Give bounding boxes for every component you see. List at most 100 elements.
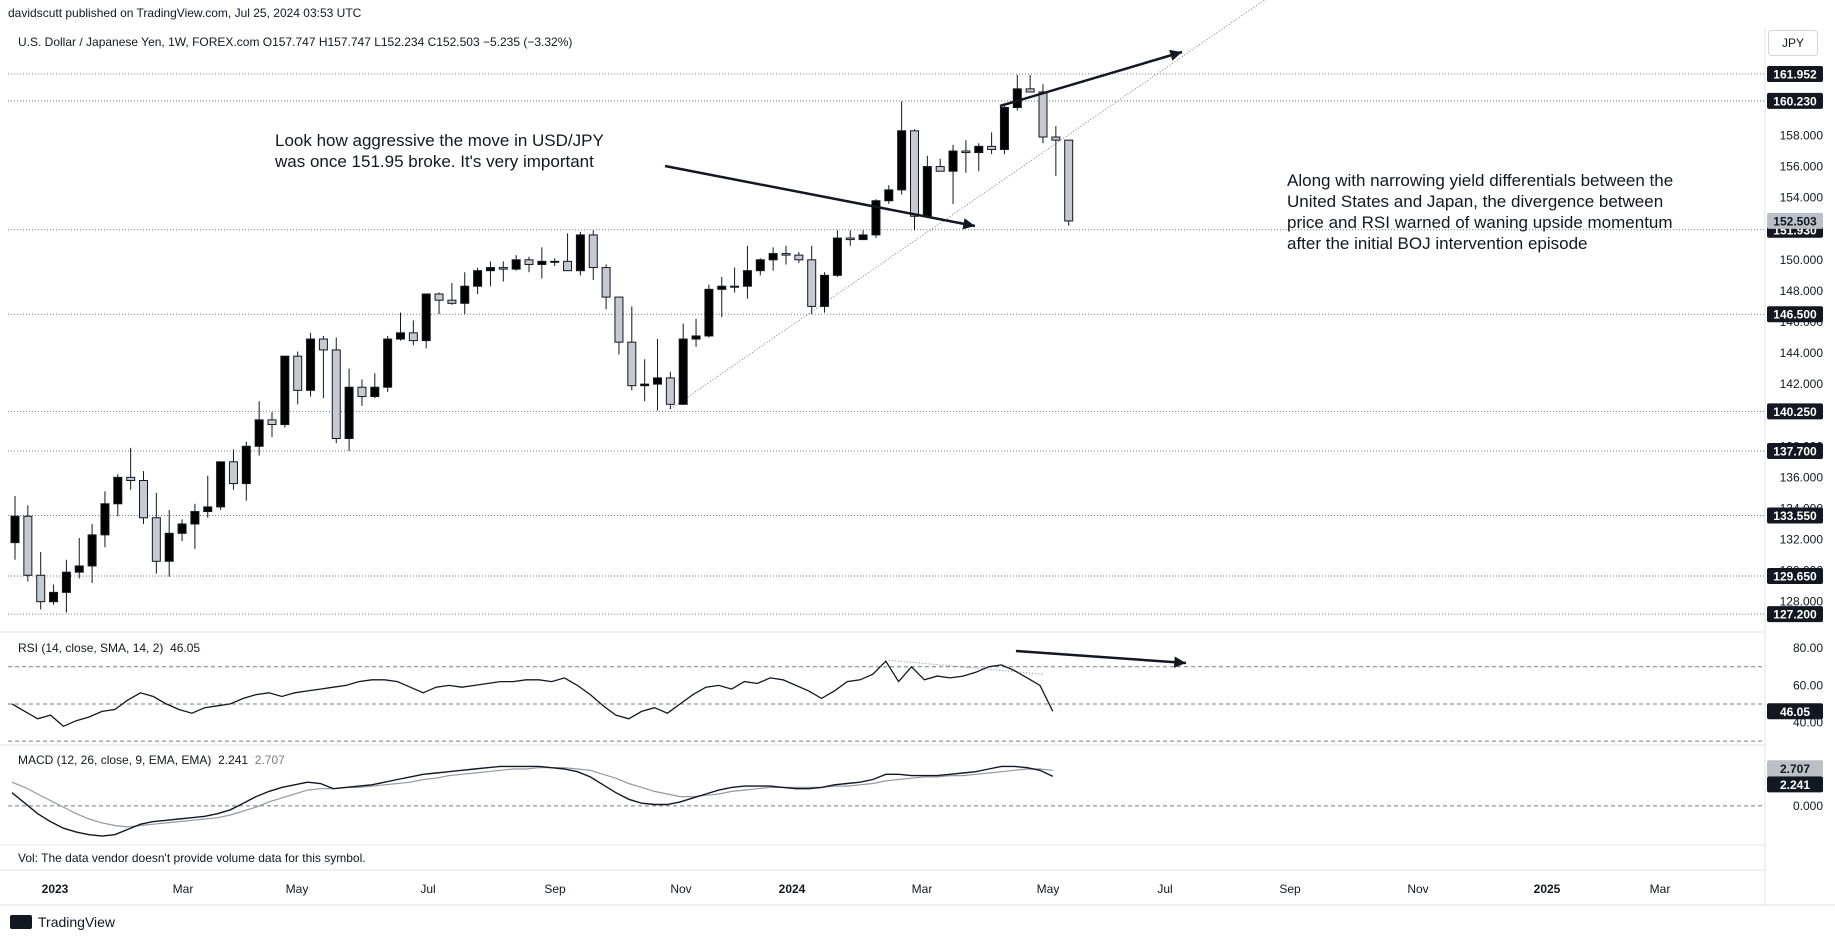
- time-tick-label: 2025: [1534, 882, 1561, 896]
- candle-up: [421, 293, 431, 342]
- price-tick-label: 144.000: [1780, 346, 1824, 360]
- candle-down: [563, 260, 573, 272]
- macd-value: 2.241: [218, 753, 249, 767]
- candle-up: [254, 419, 264, 447]
- time-tick-label: Mar: [912, 882, 933, 896]
- candle-down: [794, 254, 804, 261]
- rsi-value-badge: 46.05: [1780, 705, 1810, 719]
- candle-up: [871, 200, 881, 236]
- level-badge: 129.650: [1773, 570, 1817, 584]
- macd-signal-badge: 2.707: [1780, 762, 1810, 776]
- price-tick-label: 148.000: [1780, 284, 1824, 298]
- candle-up: [113, 476, 123, 505]
- macd-value-badge-bg: [1767, 776, 1823, 793]
- candle-up: [832, 237, 842, 276]
- candle-up: [999, 107, 1009, 150]
- rsi-tick-label: 60.00: [1793, 678, 1823, 692]
- level-badge-bg: [1767, 403, 1823, 420]
- level-badge-bg: [1767, 568, 1823, 585]
- level-badge: 127.200: [1773, 608, 1817, 622]
- volume-note: Vol: The data vendor doesn't provide vol…: [18, 851, 366, 865]
- candle-up: [755, 259, 765, 272]
- candle-up: [1012, 88, 1022, 108]
- left-annotation-line: Look how aggressive the move in USD/JPY: [275, 131, 604, 150]
- candle-up: [485, 267, 495, 272]
- candle-down: [293, 355, 303, 391]
- candle-up: [190, 511, 200, 525]
- last-price-badge: 152.503: [1773, 214, 1817, 228]
- price-tick-label: 158.000: [1780, 128, 1824, 142]
- candle-up: [370, 386, 380, 398]
- rsi-line: [11, 660, 1054, 728]
- price-tick-label: 132.000: [1780, 533, 1824, 547]
- time-tick-label: Jul: [1157, 882, 1172, 896]
- time-tick-label: Sep: [1279, 882, 1301, 896]
- candle-up: [575, 234, 585, 272]
- level-badge: 140.250: [1773, 405, 1817, 419]
- right-annotation: Along with narrowing yield differentials…: [1287, 170, 1673, 254]
- right-annotation-line: United States and Japan, the divergence …: [1287, 192, 1664, 211]
- currency-button[interactable]: JPY: [1768, 30, 1818, 56]
- price-tick-label: 136.000: [1780, 470, 1824, 484]
- candle-up: [678, 338, 688, 405]
- level-badge-bg: [1767, 306, 1823, 323]
- candle-up: [511, 259, 521, 270]
- candle-up: [100, 503, 110, 536]
- candle-down: [665, 377, 675, 405]
- time-tick-label: May: [286, 882, 309, 896]
- macd-legend: MACD (12, 26, close, 9, EMA, EMA) 2.241 …: [18, 753, 285, 767]
- candle-up: [948, 150, 958, 172]
- candle-down: [23, 515, 33, 576]
- annotation-arrow: [664, 164, 976, 228]
- price-tick-label: 154.000: [1780, 191, 1824, 205]
- candle-down: [36, 574, 46, 603]
- time-tick-label: Mar: [1650, 882, 1671, 896]
- time-tick-label: May: [1037, 882, 1060, 896]
- macd-signal-line: [11, 767, 1053, 828]
- price-panel: [8, 0, 1765, 615]
- candle-up: [177, 523, 187, 534]
- level-badge-bg: [1767, 66, 1823, 83]
- tradingview-logo[interactable]: TradingView: [10, 914, 115, 930]
- level-badge-bg: [1767, 442, 1823, 459]
- candle-down: [1038, 91, 1048, 138]
- candle-down: [139, 479, 148, 519]
- annotation-arrow-head: [1169, 49, 1182, 61]
- candle-down: [601, 267, 611, 298]
- candle-up: [550, 260, 560, 263]
- candle-up: [897, 130, 907, 191]
- candle-down: [614, 296, 624, 343]
- candle-up: [10, 515, 20, 544]
- candle-up: [704, 288, 714, 337]
- price-tick-label: 150.000: [1780, 253, 1824, 267]
- macd-tick-label: 0.000: [1793, 799, 1823, 813]
- candle-up: [742, 270, 752, 287]
- candle-up: [884, 189, 894, 202]
- rsi-legend: RSI (14, close, SMA, 14, 2) 46.05: [18, 641, 200, 655]
- last-price-badge-bg: [1767, 212, 1823, 229]
- candle-up: [820, 274, 830, 307]
- candle-up: [164, 532, 174, 562]
- left-annotation-line: was once 151.95 broke. It's very importa…: [275, 152, 594, 171]
- candle-up: [241, 445, 251, 485]
- rsi-value-badge-bg: [1767, 703, 1823, 720]
- candle-down: [781, 253, 791, 256]
- candle-down: [961, 150, 971, 154]
- tradingview-brand: TradingView: [38, 914, 116, 930]
- candle-up: [730, 285, 740, 288]
- macd-panel: [8, 765, 1765, 837]
- macd-line: [11, 765, 1054, 837]
- macd-signal-badge-bg: [1767, 760, 1823, 777]
- candle-up: [473, 270, 483, 287]
- candle-up: [203, 506, 213, 513]
- right-annotation-line: Along with narrowing yield differentials…: [1287, 171, 1674, 190]
- candle-down: [588, 234, 598, 269]
- symbol-ohlc-line: U.S. Dollar / Japanese Yen, 1W, FOREX.co…: [18, 35, 573, 49]
- candle-up: [653, 377, 662, 385]
- publisher-line: davidscutt published on TradingView.com,…: [8, 6, 362, 20]
- candle-down: [408, 332, 418, 342]
- candle-up: [974, 145, 984, 154]
- candle-down: [1025, 88, 1035, 93]
- candle-up: [61, 571, 71, 593]
